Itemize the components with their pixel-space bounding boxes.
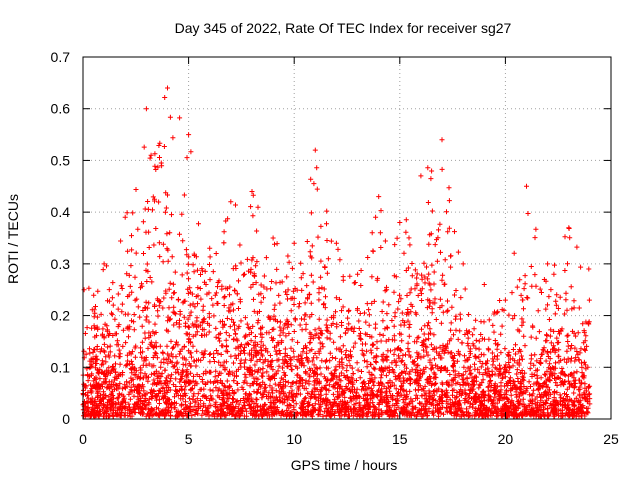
y-tick-label: 0.6 [51,101,71,117]
axis-ticks: 0 5 10 15 20 25 0 0.1 0.2 0.3 0.4 0.5 0.6 0.7 [51,49,619,447]
y-tick-label: 0.3 [51,256,71,272]
y-tick-label: 0.5 [51,152,71,168]
y-tick-label: 0.7 [51,49,71,65]
chart-title: Day 345 of 2022, Rate Of TEC Index for r… [175,20,512,36]
roti-marker-group [80,85,593,419]
y-tick-label: 0.4 [51,204,71,220]
y-tick-label: 0.1 [51,359,71,375]
plot-frame [82,56,612,420]
x-tick-label: 10 [286,431,302,447]
y-axis-label: ROTI / TECUs [5,194,21,284]
x-tick-label: 15 [392,431,408,447]
y-tick-label: 0.2 [51,308,71,324]
x-tick-label: 5 [185,431,193,447]
x-tick-label: 0 [79,431,87,447]
y-tick-label: 0 [62,411,70,427]
x-axis-label: GPS time / hours [291,457,398,473]
x-tick-label: 25 [603,431,619,447]
x-tick-label: 20 [498,431,514,447]
data-points [80,85,593,419]
